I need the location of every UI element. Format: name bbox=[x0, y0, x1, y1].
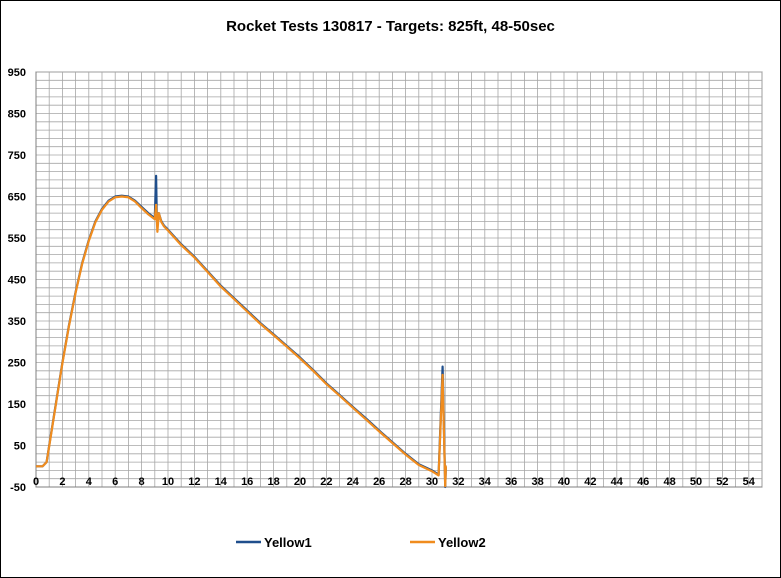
x-tick-label: 22 bbox=[320, 476, 332, 488]
x-tick-label: 44 bbox=[611, 476, 624, 488]
legend-label-yellow1: Yellow1 bbox=[264, 535, 312, 550]
x-tick-label: 40 bbox=[558, 476, 570, 488]
x-tick-labels: 0 2 4 6 8 10 12 14 16 18 20 22 24 26 28 30 32 34 36 38 40 42 4… bbox=[33, 476, 756, 488]
x-tick-label: 2 bbox=[59, 476, 65, 488]
legend: Yellow1 Yellow2 bbox=[236, 535, 486, 550]
x-tick-label: 28 bbox=[399, 476, 411, 488]
y-tick-label: 650 bbox=[8, 192, 26, 204]
y-tick-label: -50 bbox=[10, 482, 26, 494]
y-tick-label: 450 bbox=[8, 275, 26, 287]
y-tick-label: 350 bbox=[8, 316, 26, 328]
y-tick-label: 550 bbox=[8, 233, 26, 245]
y-tick-label: 150 bbox=[8, 399, 26, 411]
x-tick-label: 26 bbox=[373, 476, 385, 488]
x-tick-label: 50 bbox=[690, 476, 702, 488]
y-tick-labels: -50 50 150 250 350 450 550 650 750 850 950 bbox=[8, 67, 26, 494]
x-tick-label: 24 bbox=[347, 476, 360, 488]
x-tick-label: 0 bbox=[33, 476, 39, 488]
x-tick-label: 54 bbox=[743, 476, 756, 488]
grid-lines bbox=[35, 71, 763, 488]
x-tick-label: 14 bbox=[215, 476, 228, 488]
y-tick-label: 50 bbox=[14, 441, 26, 453]
y-tick-label: 950 bbox=[8, 67, 26, 79]
x-tick-label: 30 bbox=[426, 476, 438, 488]
series-lines bbox=[36, 174, 447, 489]
x-tick-label: 12 bbox=[188, 476, 200, 488]
x-tick-label: 20 bbox=[294, 476, 306, 488]
x-tick-label: 32 bbox=[452, 476, 464, 488]
chart-title: Rocket Tests 130817 - Targets: 825ft, 48… bbox=[226, 18, 555, 35]
series-line-yellow2 bbox=[36, 195, 447, 488]
x-tick-label: 38 bbox=[531, 476, 543, 488]
y-tick-label: 750 bbox=[8, 150, 26, 162]
x-tick-label: 10 bbox=[162, 476, 174, 488]
x-tick-label: 18 bbox=[267, 476, 279, 488]
x-tick-label: 16 bbox=[241, 476, 253, 488]
legend-label-yellow2: Yellow2 bbox=[438, 535, 486, 550]
x-tick-label: 36 bbox=[505, 476, 517, 488]
x-tick-label: 8 bbox=[139, 476, 145, 488]
x-tick-label: 6 bbox=[112, 476, 118, 488]
x-tick-label: 42 bbox=[584, 476, 596, 488]
x-tick-label: 4 bbox=[86, 476, 93, 488]
y-tick-label: 850 bbox=[8, 109, 26, 121]
x-tick-label: 34 bbox=[479, 476, 492, 488]
x-tick-label: 52 bbox=[716, 476, 728, 488]
x-tick-label: 48 bbox=[663, 476, 675, 488]
y-tick-label: 250 bbox=[8, 358, 26, 370]
x-tick-label: 46 bbox=[637, 476, 649, 488]
